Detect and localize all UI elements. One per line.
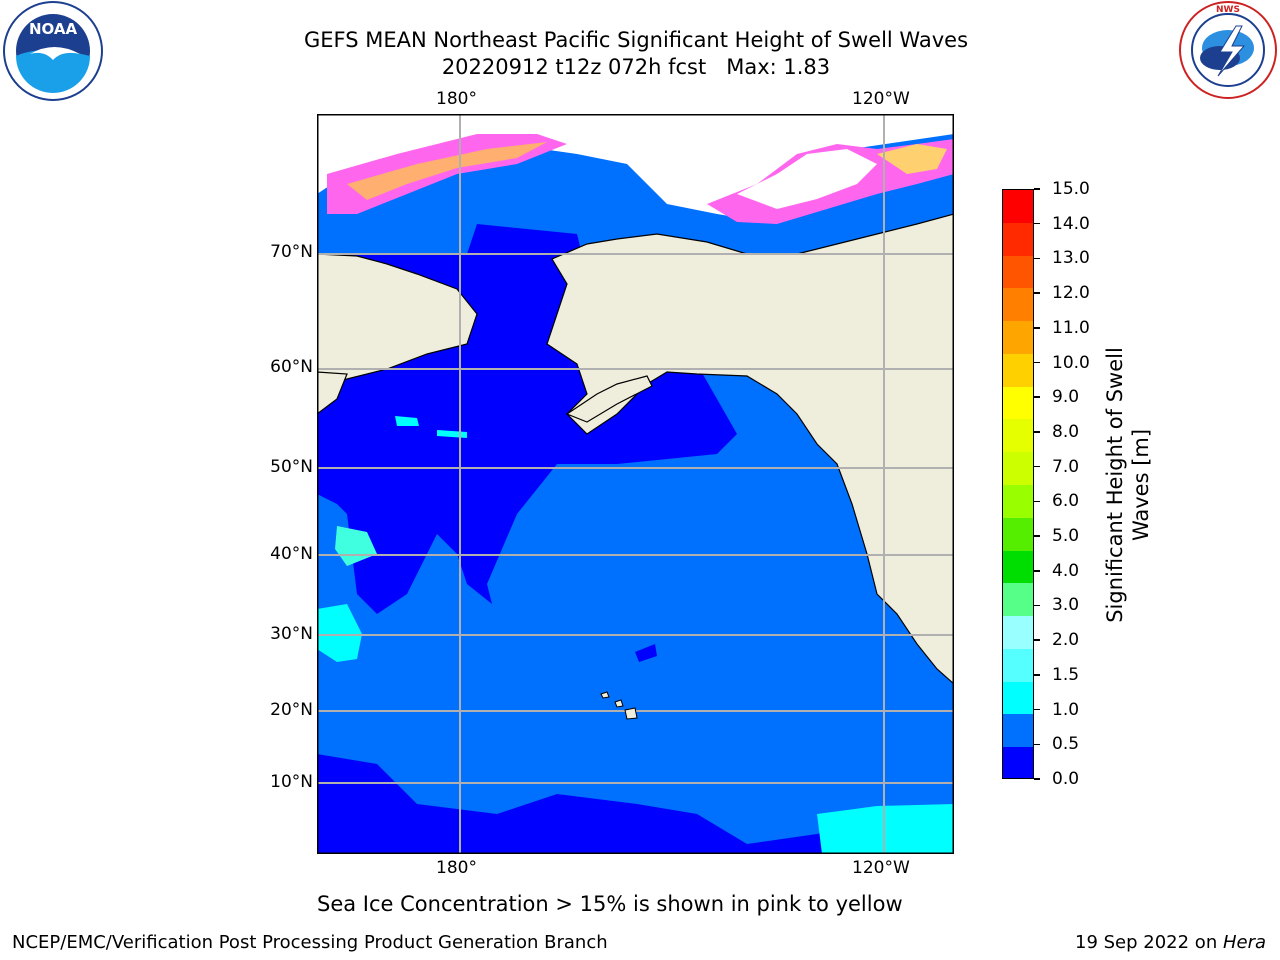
footer-host: Hera (1222, 932, 1266, 953)
lat-tick-60n: 60°N (270, 357, 313, 377)
colorbar-strip (1003, 222, 1033, 257)
colorbar-strip (1003, 616, 1033, 650)
arctic-ice-orange-band (347, 142, 547, 200)
colorbar-strip (1003, 583, 1033, 617)
northwest-low-region (317, 374, 397, 514)
colorbar-tick-mark (1034, 327, 1040, 329)
colorbar-tick-mark (1034, 708, 1040, 711)
colorbar-tick-label: 5.0 (1052, 526, 1080, 547)
colorbar-strip (1003, 288, 1033, 322)
colorbar-strip (1003, 485, 1033, 519)
colorbar-strip (1003, 419, 1033, 453)
west-cyan-patch (317, 604, 362, 662)
svg-text:NWS: NWS (1216, 5, 1240, 15)
colorbar-strip (1003, 714, 1033, 748)
colorbar (1002, 189, 1034, 779)
graticule (317, 114, 954, 854)
colorbar-strip (1003, 190, 1033, 224)
colorbar-tick-mark (1034, 396, 1040, 398)
colorbar-tick-label: 11.0 (1052, 317, 1090, 338)
map-frame (317, 114, 954, 854)
colorbar-strip (1003, 386, 1033, 420)
colorbar-tick-mark (1034, 743, 1040, 746)
colorbar-label-line1: Significant Height of Swell (1103, 347, 1127, 623)
colorbar-tick-label: 8.0 (1052, 421, 1080, 442)
colorbar-tick-label: 7.0 (1052, 456, 1080, 477)
colorbar-tick-label: 0.5 (1052, 734, 1080, 755)
colorbar-tick-label: 14.0 (1052, 213, 1090, 234)
colorbar-tick-mark (1034, 604, 1040, 607)
equatorial-low-band (317, 754, 954, 854)
colorbar-strip (1003, 681, 1033, 715)
lat-tick-30n: 30°N (270, 624, 313, 644)
colorbar-tick-label: 6.0 (1052, 491, 1080, 512)
colorbar-tick-mark (1034, 500, 1040, 503)
nws-logo: NWS (1178, 0, 1278, 100)
colorbar-tick-mark (1034, 778, 1040, 780)
colorbar-tick-mark (1034, 674, 1040, 676)
southeast-cyan-patch (817, 804, 954, 854)
colorbar-strip (1003, 452, 1033, 486)
colorbar-tick-label: 12.0 (1052, 283, 1090, 304)
beaufort-ice-white (737, 149, 877, 209)
colorbar-tick-label: 4.0 (1052, 560, 1080, 581)
lat-tick-70n: 70°N (270, 242, 313, 262)
colorbar-tick-label: 2.0 (1052, 630, 1080, 651)
aleutian-cyan-spot (395, 416, 419, 426)
kamchatka-coast (317, 371, 348, 415)
map-title: GEFS MEAN Northeast Pacific Significant … (303, 28, 969, 52)
colorbar-tick-label: 9.0 (1052, 387, 1080, 408)
colorbar-tick-mark (1034, 361, 1040, 364)
lat-tick-50n: 50°N (270, 457, 313, 477)
hawaii-islands (600, 691, 638, 720)
colorbar-tick-mark (1034, 222, 1040, 225)
lon-tick-bottom-180: 180° (436, 858, 477, 878)
lat-tick-40n: 40°N (270, 544, 313, 564)
sea-ice-note: Sea Ice Concentration > 15% is shown in … (317, 892, 903, 916)
hawaii-low-spot (635, 644, 657, 662)
land-masses (317, 213, 954, 685)
colorbar-tick-label: 1.5 (1052, 664, 1080, 685)
forecast-subtitle: 20220912 t12z 072h fcst Max: 1.83 (441, 55, 831, 79)
colorbar-tick-mark (1034, 257, 1040, 260)
lat-tick-10n: 10°N (270, 772, 313, 792)
colorbar-tick-mark (1034, 292, 1040, 294)
colorbar-tick-label: 13.0 (1052, 248, 1090, 269)
colorbar-tick-mark (1034, 570, 1040, 572)
colorbar-tick-mark (1034, 535, 1040, 537)
footer-credit: NCEP/EMC/Verification Post Processing Pr… (12, 932, 608, 953)
footer-date-text: 19 Sep 2022 on (1075, 932, 1223, 953)
alaska-peninsula (565, 375, 653, 423)
colorbar-strip (1003, 353, 1033, 388)
colorbar-strip (1003, 255, 1033, 289)
colorbar-tick-mark (1034, 431, 1040, 433)
colorbar-tick-mark (1034, 188, 1040, 190)
lon-tick-top-120w: 120°W (852, 89, 910, 109)
colorbar-strip (1003, 747, 1033, 778)
colorbar-tick-mark (1034, 639, 1040, 641)
colorbar-strips (1003, 190, 1033, 778)
colorbar-label-line2: Waves [m] (1129, 428, 1153, 542)
footer-date: 19 Sep 2022 on Hera (1075, 932, 1266, 954)
colorbar-tick-label: 10.0 (1052, 352, 1090, 373)
colorbar-strip (1003, 321, 1033, 355)
colorbar-tick-label: 1.0 (1052, 699, 1080, 720)
colorbar-tick-label: 3.0 (1052, 595, 1080, 616)
colorbar-strip (1003, 517, 1033, 552)
colorbar-tick-label: 0.0 (1052, 769, 1080, 789)
noaa-logo-text: NOAA (29, 20, 78, 38)
noaa-logo: NOAA (2, 0, 104, 102)
lon-tick-bottom-120w: 120°W (852, 858, 910, 878)
colorbar-strip (1003, 550, 1033, 584)
swell-height-map (317, 114, 954, 854)
colorbar-tick-label: 15.0 (1052, 179, 1090, 199)
colorbar-strip (1003, 648, 1033, 683)
lon-tick-top-180: 180° (436, 89, 477, 109)
lat-tick-20n: 20°N (270, 700, 313, 720)
colorbar-tick-mark (1034, 465, 1040, 468)
beaufort-ice-orange (877, 144, 947, 174)
sea-ice (317, 114, 954, 224)
